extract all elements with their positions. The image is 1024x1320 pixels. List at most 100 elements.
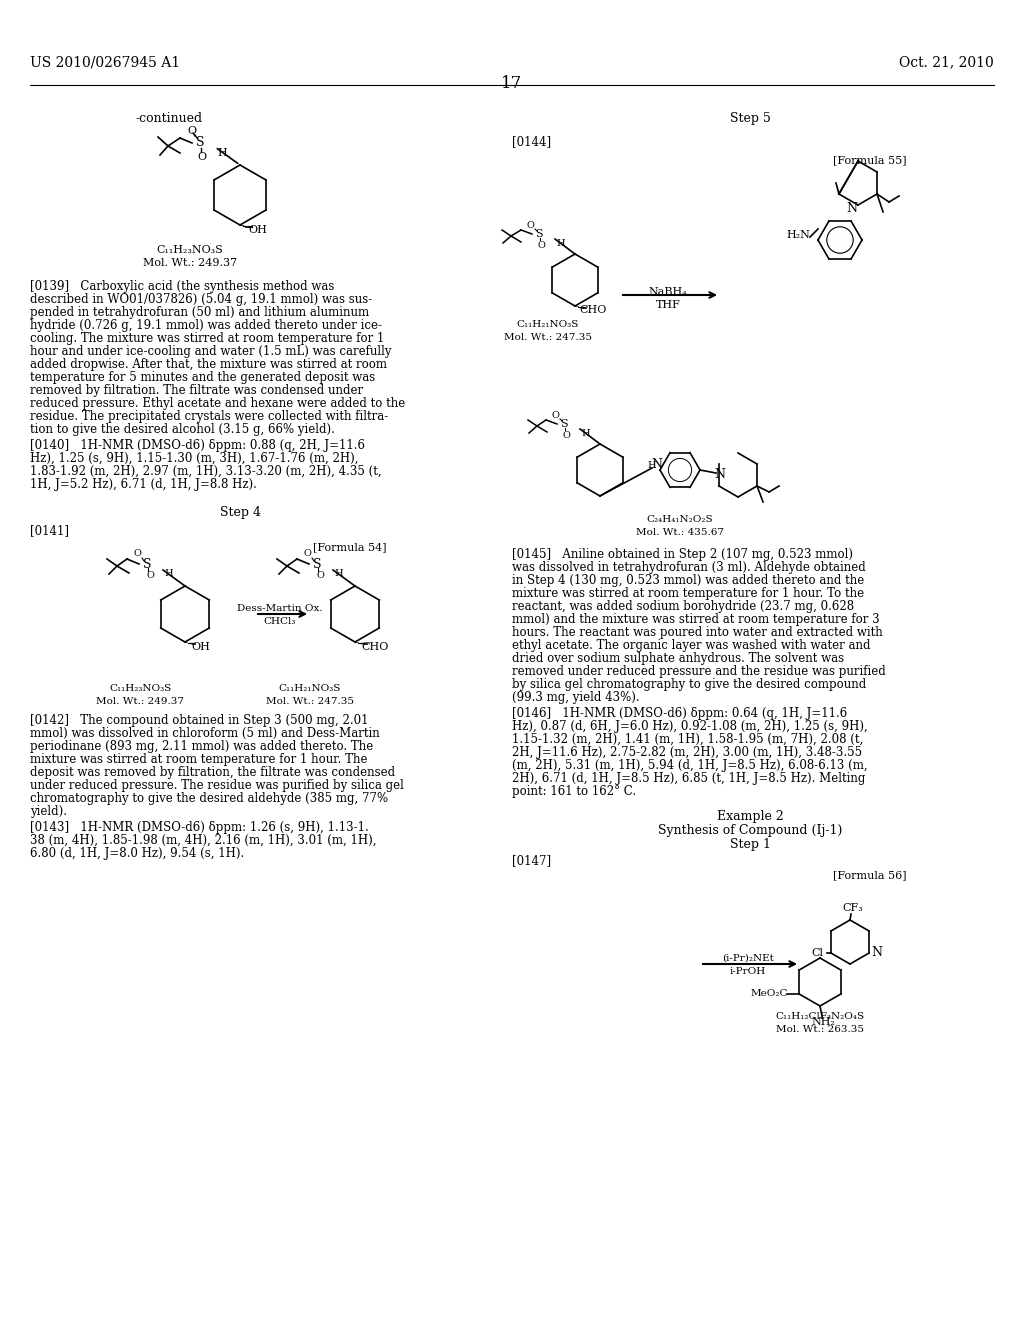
Text: Mol. Wt.: 249.37: Mol. Wt.: 249.37	[143, 257, 238, 268]
Text: 38 (m, 4H), 1.85-1.98 (m, 4H), 2.16 (m, 1H), 3.01 (m, 1H),: 38 (m, 4H), 1.85-1.98 (m, 4H), 2.16 (m, …	[30, 834, 377, 847]
Text: Mol. Wt.: 247.35: Mol. Wt.: 247.35	[266, 697, 354, 706]
Text: H: H	[648, 461, 656, 470]
Text: [0145]   Aniline obtained in Step 2 (107 mg, 0.523 mmol): [0145] Aniline obtained in Step 2 (107 m…	[512, 548, 853, 561]
Text: S: S	[142, 557, 152, 570]
Text: yield).: yield).	[30, 805, 67, 818]
Text: (m, 2H), 5.31 (m, 1H), 5.94 (d, 1H, J=8.5 Hz), 6.08-6.13 (m,: (m, 2H), 5.31 (m, 1H), 5.94 (d, 1H, J=8.…	[512, 759, 867, 772]
Text: (i-Pr)₂NEt: (i-Pr)₂NEt	[722, 954, 774, 964]
Text: NaBH₄: NaBH₄	[648, 286, 687, 297]
Text: CHO: CHO	[580, 305, 606, 315]
Text: removed under reduced pressure and the residue was purified: removed under reduced pressure and the r…	[512, 665, 886, 678]
Text: ethyl acetate. The organic layer was washed with water and: ethyl acetate. The organic layer was was…	[512, 639, 870, 652]
Text: C₁₁H₁₂ClF₃N₂O₄S: C₁₁H₁₂ClF₃N₂O₄S	[775, 1012, 864, 1020]
Text: O: O	[303, 549, 311, 558]
Text: Hz), 0.87 (d, 6H, J=6.0 Hz), 0.92-1.08 (m, 2H), 1.25 (s, 9H),: Hz), 0.87 (d, 6H, J=6.0 Hz), 0.92-1.08 (…	[512, 719, 867, 733]
Text: [0142]   The compound obtained in Step 3 (500 mg, 2.01: [0142] The compound obtained in Step 3 (…	[30, 714, 369, 727]
Text: C₂₄H₄₁N₂O₂S: C₂₄H₄₁N₂O₂S	[647, 515, 714, 524]
Text: OH: OH	[191, 642, 211, 652]
Text: mixture was stirred at room temperature for 1 hour. To the: mixture was stirred at room temperature …	[512, 587, 864, 601]
Text: H: H	[582, 429, 590, 437]
Text: [Formula 56]: [Formula 56]	[834, 870, 907, 880]
Text: S: S	[560, 418, 568, 429]
Text: under reduced pressure. The residue was purified by silica gel: under reduced pressure. The residue was …	[30, 779, 403, 792]
Text: was dissolved in tetrahydrofuran (3 ml). Aldehyde obtained: was dissolved in tetrahydrofuran (3 ml).…	[512, 561, 865, 574]
Text: temperature for 5 minutes and the generated deposit was: temperature for 5 minutes and the genera…	[30, 371, 375, 384]
Text: Mol. Wt.: 249.37: Mol. Wt.: 249.37	[96, 697, 184, 706]
Text: 1H, J=5.2 Hz), 6.71 (d, 1H, J=8.8 Hz).: 1H, J=5.2 Hz), 6.71 (d, 1H, J=8.8 Hz).	[30, 478, 257, 491]
Text: reduced pressure. Ethyl acetate and hexane were added to the: reduced pressure. Ethyl acetate and hexa…	[30, 397, 406, 411]
Text: cooling. The mixture was stirred at room temperature for 1: cooling. The mixture was stirred at room…	[30, 333, 384, 345]
Text: mmol) and the mixture was stirred at room temperature for 3: mmol) and the mixture was stirred at roo…	[512, 612, 880, 626]
Text: O: O	[537, 240, 545, 249]
Text: H₂N: H₂N	[786, 230, 810, 240]
Text: in Step 4 (130 mg, 0.523 mmol) was added thereto and the: in Step 4 (130 mg, 0.523 mmol) was added…	[512, 574, 864, 587]
Text: O: O	[198, 152, 207, 162]
Text: [Formula 54]: [Formula 54]	[313, 543, 387, 552]
Text: Mol. Wt.: 247.35: Mol. Wt.: 247.35	[504, 333, 592, 342]
Text: Mol. Wt.: 263.35: Mol. Wt.: 263.35	[776, 1026, 864, 1034]
Text: S: S	[196, 136, 204, 149]
Text: Step 4: Step 4	[219, 506, 260, 519]
Text: CHCl₃: CHCl₃	[264, 616, 296, 626]
Text: C₁₁H₂₃NO₃S: C₁₁H₂₃NO₃S	[157, 246, 223, 255]
Text: [0147]: [0147]	[512, 854, 551, 867]
Text: 1.83-1.92 (m, 2H), 2.97 (m, 1H), 3.13-3.20 (m, 2H), 4.35 (t,: 1.83-1.92 (m, 2H), 2.97 (m, 1H), 3.13-3.…	[30, 465, 382, 478]
Text: S: S	[312, 557, 322, 570]
Text: 2H), 6.71 (d, 1H, J=8.5 Hz), 6.85 (t, 1H, J=8.5 Hz). Melting: 2H), 6.71 (d, 1H, J=8.5 Hz), 6.85 (t, 1H…	[512, 772, 865, 785]
Text: periodinane (893 mg, 2.11 mmol) was added thereto. The: periodinane (893 mg, 2.11 mmol) was adde…	[30, 741, 374, 752]
Text: O: O	[526, 220, 534, 230]
Text: residue. The precipitated crystals were collected with filtra-: residue. The precipitated crystals were …	[30, 411, 388, 422]
Text: pended in tetrahydrofuran (50 ml) and lithium aluminum: pended in tetrahydrofuran (50 ml) and li…	[30, 306, 369, 319]
Text: by silica gel chromatography to give the desired compound: by silica gel chromatography to give the…	[512, 678, 866, 690]
Text: H: H	[335, 569, 343, 578]
Text: Oct. 21, 2010: Oct. 21, 2010	[899, 55, 994, 69]
Text: [0141]: [0141]	[30, 524, 69, 537]
Text: US 2010/0267945 A1: US 2010/0267945 A1	[30, 55, 180, 69]
Text: Step 1: Step 1	[729, 838, 770, 851]
Text: Mol. Wt.: 435.67: Mol. Wt.: 435.67	[636, 528, 724, 537]
Text: O: O	[146, 572, 154, 581]
Text: dried over sodium sulphate anhydrous. The solvent was: dried over sodium sulphate anhydrous. Th…	[512, 652, 844, 665]
Text: S: S	[536, 228, 543, 239]
Text: CF₃: CF₃	[843, 903, 863, 913]
Text: Synthesis of Compound (Ij-1): Synthesis of Compound (Ij-1)	[657, 824, 842, 837]
Text: O: O	[551, 411, 559, 420]
Text: tion to give the desired alcohol (3.15 g, 66% yield).: tion to give the desired alcohol (3.15 g…	[30, 422, 335, 436]
Text: Dess-Martin Ox.: Dess-Martin Ox.	[238, 605, 323, 612]
Text: described in WO01/037826) (5.04 g, 19.1 mmol) was sus-: described in WO01/037826) (5.04 g, 19.1 …	[30, 293, 373, 306]
Text: 1.15-1.32 (m, 2H), 1.41 (m, 1H), 1.58-1.95 (m, 7H), 2.08 (t,: 1.15-1.32 (m, 2H), 1.41 (m, 1H), 1.58-1.…	[512, 733, 863, 746]
Text: (99.3 mg, yield 43%).: (99.3 mg, yield 43%).	[512, 690, 640, 704]
Text: added dropwise. After that, the mixture was stirred at room: added dropwise. After that, the mixture …	[30, 358, 387, 371]
Text: [0139]   Carboxylic acid (the synthesis method was: [0139] Carboxylic acid (the synthesis me…	[30, 280, 335, 293]
Text: H: H	[557, 239, 565, 248]
Text: O: O	[562, 430, 570, 440]
Text: removed by filtration. The filtrate was condensed under: removed by filtration. The filtrate was …	[30, 384, 364, 397]
Text: THF: THF	[655, 300, 680, 310]
Text: OH: OH	[249, 224, 267, 235]
Text: 17: 17	[502, 75, 522, 92]
Text: N: N	[715, 469, 725, 482]
Text: point: 161 to 162° C.: point: 161 to 162° C.	[512, 785, 636, 799]
Text: N: N	[847, 202, 857, 214]
Text: C₁₁H₂₁NO₃S: C₁₁H₂₁NO₃S	[279, 684, 341, 693]
Text: H: H	[217, 148, 227, 158]
Text: chromatography to give the desired aldehyde (385 mg, 77%: chromatography to give the desired aldeh…	[30, 792, 388, 805]
Text: N: N	[651, 458, 663, 471]
Text: 2H, J=11.6 Hz), 2.75-2.82 (m, 2H), 3.00 (m, 1H), 3.48-3.55: 2H, J=11.6 Hz), 2.75-2.82 (m, 2H), 3.00 …	[512, 746, 862, 759]
Text: hydride (0.726 g, 19.1 mmol) was added thereto under ice-: hydride (0.726 g, 19.1 mmol) was added t…	[30, 319, 382, 333]
Text: C₁₁H₂₁NO₃S: C₁₁H₂₁NO₃S	[517, 319, 580, 329]
Text: NH₂: NH₂	[811, 1016, 835, 1027]
Text: mixture was stirred at room temperature for 1 hour. The: mixture was stirred at room temperature …	[30, 752, 368, 766]
Text: deposit was removed by filtration, the filtrate was condensed: deposit was removed by filtration, the f…	[30, 766, 395, 779]
Text: [0143]   1H-NMR (DMSO-d6) δppm: 1.26 (s, 9H), 1.13-1.: [0143] 1H-NMR (DMSO-d6) δppm: 1.26 (s, 9…	[30, 821, 369, 834]
Text: hours. The reactant was poured into water and extracted with: hours. The reactant was poured into wate…	[512, 626, 883, 639]
Text: O: O	[316, 572, 324, 581]
Text: C₁₁H₂₃NO₃S: C₁₁H₂₃NO₃S	[109, 684, 171, 693]
Text: [0140]   1H-NMR (DMSO-d6) δppm: 0.88 (q, 2H, J=11.6: [0140] 1H-NMR (DMSO-d6) δppm: 0.88 (q, 2…	[30, 440, 365, 451]
Text: H: H	[165, 569, 173, 578]
Text: O: O	[133, 549, 141, 558]
Text: [0146]   1H-NMR (DMSO-d6) δppm: 0.64 (q, 1H, J=11.6: [0146] 1H-NMR (DMSO-d6) δppm: 0.64 (q, 1…	[512, 708, 847, 719]
Text: N: N	[871, 946, 883, 960]
Text: reactant, was added sodium borohydride (23.7 mg, 0.628: reactant, was added sodium borohydride (…	[512, 601, 854, 612]
Text: MeO₂C: MeO₂C	[751, 990, 787, 998]
